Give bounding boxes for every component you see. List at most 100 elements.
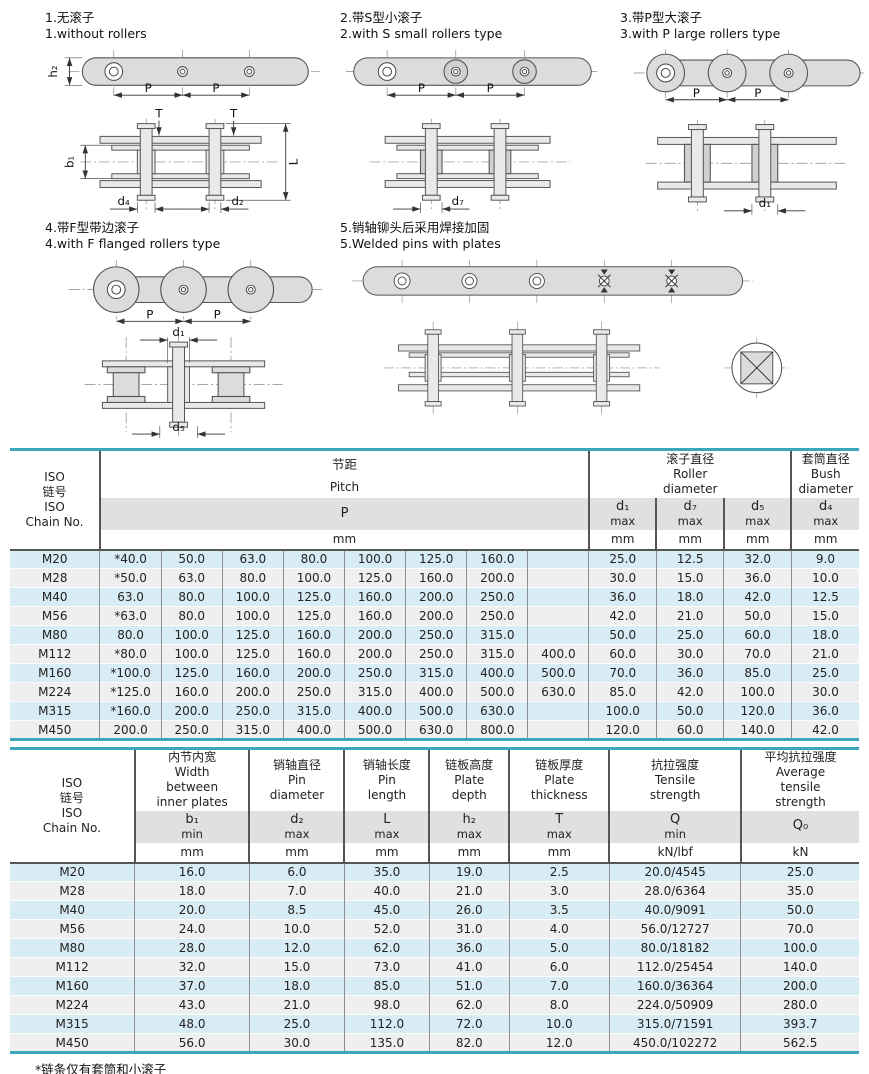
pitch-cell: 630.0	[527, 682, 589, 702]
pitch-cell: 80.0	[282, 549, 345, 569]
pitch-table-row: M224 *125.0 160.0 200.0 250.0 315.0 400.…	[10, 682, 859, 702]
dimensions-table-row: M224 43.0 21.0 98.0 62.0 8.0 224.0/50909…	[10, 995, 859, 1015]
pitch-cell: 500.0	[527, 663, 589, 683]
h2-cell: 41.0	[428, 957, 510, 977]
pitch-cell	[527, 701, 589, 721]
L-cell: 35.0	[343, 862, 430, 882]
pitch-cell: 250.0	[282, 682, 345, 702]
d5-max-header: d₅ max	[722, 497, 792, 530]
L-cell: 85.0	[343, 976, 430, 996]
svg-text:d₅: d₅	[172, 420, 185, 434]
bush-diameter-group-header: 套筒直径 Bush diameter	[790, 449, 859, 498]
b1-cell: 32.0	[134, 957, 250, 977]
chain-no-cell: M315	[10, 1014, 135, 1034]
pitch-cell: 125.0	[221, 625, 284, 645]
svg-text:P: P	[754, 85, 761, 99]
pitch-cell: 250.0	[405, 625, 467, 645]
chain-no-cell: M80	[10, 938, 135, 958]
svg-text:d₁: d₁	[172, 325, 185, 339]
pitch-group-zh: 节距	[331, 457, 357, 473]
pitch-cell: 200.0	[405, 606, 467, 626]
h2-cell: 19.0	[428, 862, 510, 882]
roller-diameter-group-header: 滚子直径 Roller diameter	[587, 449, 792, 498]
pitch-cell: 400.0	[282, 720, 345, 740]
pitch-cell: 160.0	[282, 625, 345, 645]
T-cell: 10.0	[508, 1014, 610, 1034]
pin-diameter-header: 销轴直径 Pin diameter	[248, 748, 345, 811]
b1-min-header: b₁ min	[134, 810, 250, 843]
pitch-cell: 125.0	[343, 568, 406, 588]
Q0-cell: 140.0	[740, 957, 859, 977]
dimensions-table-row: M28 18.0 7.0 40.0 21.0 3.0 28.0/6364 35.…	[10, 881, 859, 901]
d2-cell: 30.0	[248, 1033, 345, 1053]
pitch-cell: 80.0	[160, 606, 223, 626]
d5-cell: 85.0	[723, 663, 792, 683]
d1-cell: 85.0	[588, 682, 657, 702]
d4-cell: 18.0	[790, 625, 859, 645]
d1-cell: 100.0	[588, 701, 657, 721]
d7-cell: 30.0	[655, 644, 724, 664]
d4-cell: 36.0	[790, 701, 859, 721]
pitch-cell: 200.0	[466, 568, 528, 588]
chain-no-cell: M28	[10, 881, 135, 901]
iso-chain-no-header: ISO 链号 ISO Chain No.	[10, 449, 101, 551]
pitch-cell	[527, 720, 589, 740]
chain-no-cell: M224	[10, 682, 100, 702]
d2-cell: 8.5	[248, 900, 345, 920]
pitch-cell: *160.0	[99, 701, 162, 721]
pitch-cell: 315.0	[282, 701, 345, 721]
plate-thickness-header: 链板厚度 Plate thickness	[508, 748, 610, 811]
iso-chain-no-header-2: ISO 链号 ISO Chain No.	[10, 748, 136, 864]
dimensions-table-row: M112 32.0 15.0 73.0 41.0 6.0 112.0/25454…	[10, 957, 859, 977]
d2-cell: 7.0	[248, 881, 345, 901]
d5-cell: 120.0	[723, 701, 792, 721]
b1-unit: mm	[134, 842, 250, 864]
d2-unit: mm	[248, 842, 345, 864]
pitch-cell: 100.0	[221, 606, 284, 626]
diagram-section: 1.无滚子 1.without rollers h₂ P	[0, 0, 869, 442]
pitch-cell: 160.0	[405, 568, 467, 588]
d4-cell: 10.0	[790, 568, 859, 588]
svg-text:d₁: d₁	[759, 195, 772, 209]
svg-text:b₁: b₁	[62, 155, 76, 167]
pitch-cell	[527, 568, 589, 588]
footnote: *链条仅有套筒和小滚子 *Chain has bush and small ro…	[35, 1062, 167, 1074]
svg-text:h₂: h₂	[46, 65, 60, 77]
pitch-cell: 100.0	[282, 568, 345, 588]
chain-drawing-without-rollers: h₂ P P	[46, 49, 321, 213]
width-between-plates-header: 内节内宽 Width between inner plates	[156, 750, 228, 810]
d4-cell: 30.0	[790, 682, 859, 702]
pitch-cell: *50.0	[99, 568, 162, 588]
pitch-cell: 315.0	[466, 644, 528, 664]
b1-cell: 43.0	[134, 995, 250, 1015]
d5-cell: 140.0	[723, 720, 792, 740]
d2-cell: 15.0	[248, 957, 345, 977]
b1-cell: 48.0	[134, 1014, 250, 1034]
pitch-table-row: M160 *100.0 125.0 160.0 200.0 250.0 315.…	[10, 663, 859, 683]
pitch-cell: 250.0	[466, 606, 528, 626]
pitch-cell: 200.0	[160, 701, 223, 721]
pitch-table-row: M20 *40.0 50.0 63.0 80.0 100.0 125.0 160…	[10, 549, 859, 569]
Q0-cell: 200.0	[740, 976, 859, 996]
d7-cell: 15.0	[655, 568, 724, 588]
pitch-cell	[527, 606, 589, 626]
Q0-unit: kN	[739, 842, 859, 864]
tensile-strength-header: 抗拉强度 Tensile strength	[608, 748, 741, 811]
b1-cell: 56.0	[134, 1033, 250, 1053]
pitch-cell: 250.0	[466, 587, 528, 607]
d1-unit: mm	[587, 529, 657, 551]
chain-no-cell: M56	[10, 919, 135, 939]
svg-text:T: T	[229, 106, 238, 120]
h2-cell: 51.0	[428, 976, 510, 996]
Q-cell: 112.0/25454	[608, 957, 741, 977]
pitch-table-row: M450 200.0 250.0 315.0 400.0 500.0 630.0…	[10, 720, 859, 740]
Q0-cell: 280.0	[740, 995, 859, 1015]
pitch-symbol-header: P	[99, 497, 589, 530]
figure-without-rollers: 1.无滚子 1.without rollers h₂ P	[35, 8, 330, 217]
pitch-cell: 80.0	[160, 587, 223, 607]
pitch-cell: 50.0	[160, 549, 223, 569]
figure-2-label: 2.带S型小滚子 2.with S small rollers type	[340, 10, 503, 42]
Q0-cell: 100.0	[740, 938, 859, 958]
Q0-cell: 25.0	[740, 862, 859, 882]
pitch-cell: 315.0	[405, 663, 467, 683]
